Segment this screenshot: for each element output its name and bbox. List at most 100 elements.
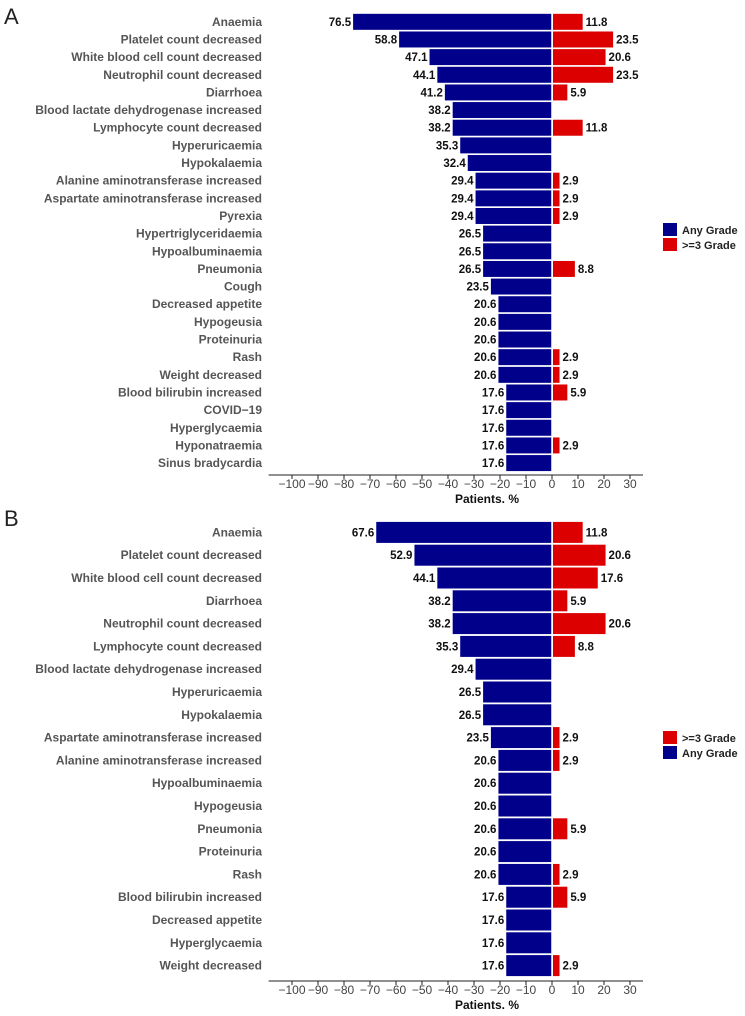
chart-panel-b: Anaemia 67.6 11.8 Platelet count decreased 5…	[35, 521, 738, 1012]
bar-any-grade	[498, 331, 552, 348]
data-label-grade-3-plus: 2.9	[563, 733, 579, 745]
data-label-grade-3-plus: 5.9	[570, 87, 586, 99]
panel-label-b: B	[4, 506, 19, 531]
x-tick-label: −30	[464, 983, 485, 997]
category-label: COVID−19	[204, 403, 263, 417]
category-label: Neutrophil count decreased	[103, 617, 262, 631]
bar-any-grade	[452, 102, 552, 119]
x-tick-label: −60	[386, 983, 407, 997]
bar-grade-3-plus	[553, 955, 560, 977]
category-label: Hyperuricaemia	[172, 685, 262, 699]
data-label-any-grade: 26.5	[459, 246, 482, 258]
bar-grade-3-plus	[553, 437, 560, 454]
bar-grade-3-plus	[553, 590, 568, 612]
x-tick-label: −40	[438, 477, 459, 491]
category-label: Anaemia	[212, 15, 262, 29]
bar-grade-3-plus	[553, 384, 568, 401]
bar-grade-3-plus	[553, 727, 560, 749]
bar-any-grade	[475, 658, 552, 680]
category-label: White blood cell count decreased	[71, 571, 262, 585]
legend-swatch	[663, 746, 677, 759]
data-label-any-grade: 23.5	[467, 733, 490, 745]
legend: Any Grade >=3 Grade	[663, 223, 738, 252]
data-label-any-grade: 44.1	[413, 70, 436, 82]
category-label: Cough	[224, 280, 262, 294]
category-label: Proteinuria	[199, 333, 263, 347]
data-label-any-grade: 67.6	[352, 527, 374, 539]
bar-any-grade	[452, 119, 552, 136]
data-label-grade-3-plus: 2.9	[563, 352, 579, 364]
bar-any-grade	[490, 278, 552, 295]
data-label-any-grade: 38.2	[428, 123, 450, 135]
legend-label: Any Grade	[682, 748, 738, 760]
x-tick-label: −70	[360, 983, 381, 997]
data-label-any-grade: 20.6	[474, 847, 496, 859]
category-label: White blood cell count decreased	[71, 50, 262, 64]
data-label-grade-3-plus: 23.5	[616, 34, 639, 46]
data-label-any-grade: 20.6	[474, 755, 496, 767]
bar-any-grade	[475, 172, 552, 189]
x-tick-label: 30	[623, 983, 637, 997]
bar-grade-3-plus	[553, 366, 560, 383]
bar-grade-3-plus	[553, 13, 583, 30]
data-label-grade-3-plus: 5.9	[570, 596, 586, 608]
category-label: Lymphocyte count decreased	[93, 121, 262, 135]
bar-any-grade	[467, 155, 552, 172]
bar-any-grade	[506, 384, 552, 401]
data-label-any-grade: 20.6	[474, 824, 496, 836]
category-label: Lymphocyte count decreased	[93, 639, 262, 653]
x-tick-label: −30	[464, 477, 485, 491]
bar-grade-3-plus	[553, 544, 606, 566]
data-label-grade-3-plus: 2.9	[563, 961, 579, 973]
bar-any-grade	[460, 137, 552, 154]
x-axis-title: Patients. %	[455, 998, 519, 1012]
data-label-any-grade: 17.6	[482, 892, 504, 904]
data-label-any-grade: 47.1	[405, 52, 428, 64]
bar-grade-3-plus	[553, 84, 568, 101]
category-label: Hypertriglyceridaemia	[136, 227, 262, 241]
x-tick-label: −20	[490, 983, 511, 997]
category-label: Rash	[233, 350, 262, 364]
bar-any-grade	[483, 681, 552, 703]
data-label-grade-3-plus: 2.9	[563, 869, 579, 881]
bar-any-grade	[498, 749, 552, 771]
legend-swatch	[663, 223, 677, 236]
data-label-any-grade: 58.8	[375, 34, 398, 46]
bar-any-grade	[475, 190, 552, 207]
bar-grade-3-plus	[553, 172, 560, 189]
bar-grade-3-plus	[553, 613, 606, 635]
data-label-grade-3-plus: 11.8	[586, 527, 608, 539]
category-label: Pneumonia	[197, 262, 262, 276]
data-label-any-grade: 41.2	[420, 87, 442, 99]
data-label-any-grade: 29.4	[451, 211, 474, 223]
data-label-any-grade: 38.2	[428, 596, 450, 608]
bar-any-grade	[498, 296, 552, 313]
panel-label-a: A	[4, 4, 19, 29]
category-label: Blood bilirubin increased	[118, 385, 262, 399]
category-label: Weight decreased	[160, 368, 262, 382]
data-label-grade-3-plus: 20.6	[609, 550, 631, 562]
data-label-grade-3-plus: 20.6	[609, 52, 631, 64]
x-tick-label: 20	[597, 983, 611, 997]
category-label: Decreased appetite	[152, 297, 262, 311]
bar-any-grade	[498, 795, 552, 817]
data-label-grade-3-plus: 8.8	[578, 641, 595, 653]
bar-any-grade	[452, 590, 552, 612]
bar-any-grade	[429, 49, 552, 66]
bar-grade-3-plus	[553, 190, 560, 207]
legend-swatch	[663, 238, 677, 251]
category-label: Blood bilirubin increased	[118, 890, 262, 904]
data-label-any-grade: 17.6	[482, 423, 504, 435]
chart-panel-a: Anaemia 76.5 11.8 Platelet count decreased 5…	[35, 13, 738, 506]
bar-grade-3-plus	[553, 49, 606, 66]
category-label: Diarrhoea	[206, 594, 262, 608]
data-label-any-grade: 17.6	[482, 915, 504, 927]
data-label-any-grade: 35.3	[436, 140, 458, 152]
data-label-grade-3-plus: 20.6	[609, 619, 631, 631]
legend-label: >=3 Grade	[682, 240, 736, 252]
category-label: Alanine aminotransferase increased	[56, 753, 262, 767]
x-tick-label: 20	[597, 477, 611, 491]
category-label: Platelet count decreased	[121, 548, 262, 562]
data-label-any-grade: 26.5	[459, 710, 482, 722]
bar-any-grade	[353, 13, 552, 30]
